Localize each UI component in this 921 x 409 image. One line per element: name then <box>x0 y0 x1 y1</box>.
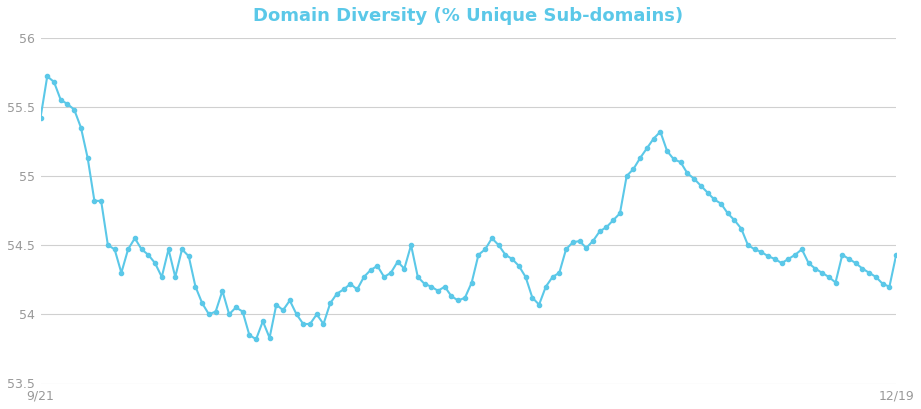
Title: Domain Diversity (% Unique Sub-domains): Domain Diversity (% Unique Sub-domains) <box>253 7 683 25</box>
